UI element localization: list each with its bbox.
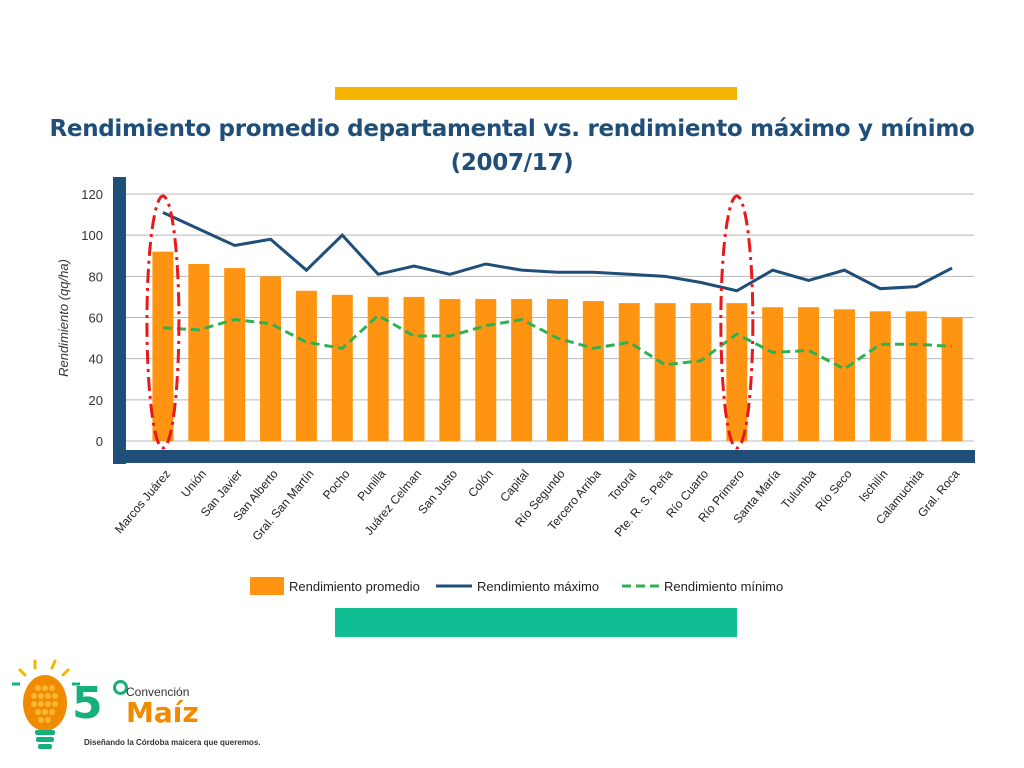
bar: [762, 307, 784, 441]
bar: [654, 303, 676, 441]
logo-degree-icon: [113, 680, 128, 695]
x-tick-label: Colón: [465, 467, 496, 500]
bar: [152, 251, 174, 441]
logo-name: Maíz: [126, 696, 199, 729]
bar: [869, 311, 891, 441]
bar: [798, 307, 820, 441]
bar: [547, 298, 568, 441]
bar: [224, 268, 246, 441]
bar: [295, 290, 317, 441]
y-axis-label: Rendimiento (qq/ha): [56, 259, 71, 377]
legend-swatch-bar: [250, 577, 284, 595]
highlight-ellipse: [719, 194, 755, 450]
bottom-accent-bar: [335, 608, 737, 637]
x-tick-label: Marcos Juárez: [112, 467, 173, 536]
y-tick-label: 20: [89, 393, 103, 408]
x-tick-label: Río Seco: [812, 467, 855, 514]
bar: [403, 296, 425, 441]
x-tick-label: Pocho: [320, 467, 353, 502]
y-tick-label: 40: [89, 352, 103, 367]
x-tick-label: Totoral: [606, 467, 640, 504]
x-axis-bar: [113, 450, 975, 463]
corn-bulb-logo-icon: [12, 659, 80, 749]
max-line: [162, 211, 953, 293]
bar: [726, 303, 748, 441]
bar: [511, 298, 533, 441]
y-tick-label: 120: [81, 187, 103, 202]
x-tick-label: Ischilín: [856, 467, 891, 505]
legend-label: Rendimiento máximo: [477, 579, 599, 594]
top-accent-bar: [335, 87, 737, 100]
bar: [260, 276, 282, 441]
bar: [618, 303, 640, 441]
bar: [582, 301, 604, 441]
bar: [941, 317, 963, 441]
y-tick-label: 0: [96, 434, 103, 449]
bar: [367, 296, 389, 441]
x-tick-label: Unión: [178, 467, 209, 500]
y-tick-label: 80: [89, 269, 103, 284]
chart-title-line2: (2007/17): [450, 150, 574, 176]
x-tick-label: Punilla: [355, 467, 389, 504]
bar: [833, 309, 855, 441]
legend-label: Rendimiento mínimo: [664, 579, 783, 594]
bar: [331, 294, 353, 441]
legend-label: Rendimiento promedio: [289, 579, 420, 594]
highlight-ellipse: [145, 194, 181, 450]
y-axis-bar: [113, 177, 126, 464]
yield-chart: 0 20 40 60 80 100 120 Rendimiento (qq/ha) Marcos…: [56, 177, 975, 595]
bar: [475, 298, 497, 441]
bar: [905, 311, 927, 441]
logo-number: 5: [72, 678, 103, 729]
bar: [439, 298, 461, 441]
logo-subtitle: Convención: [126, 685, 190, 699]
x-tick-label: Capital: [497, 467, 532, 505]
y-tick-label: 60: [89, 311, 103, 326]
chart-title-line1: Rendimiento promedio departamental vs. r…: [49, 116, 975, 142]
logo-tagline: Diseñando la Córdoba maicera que queremo…: [84, 738, 261, 747]
y-tick-label: 100: [81, 228, 103, 243]
chart-title: Rendimiento promedio departamental vs. r…: [40, 112, 984, 180]
bar: [690, 303, 712, 441]
bar: [188, 263, 210, 441]
